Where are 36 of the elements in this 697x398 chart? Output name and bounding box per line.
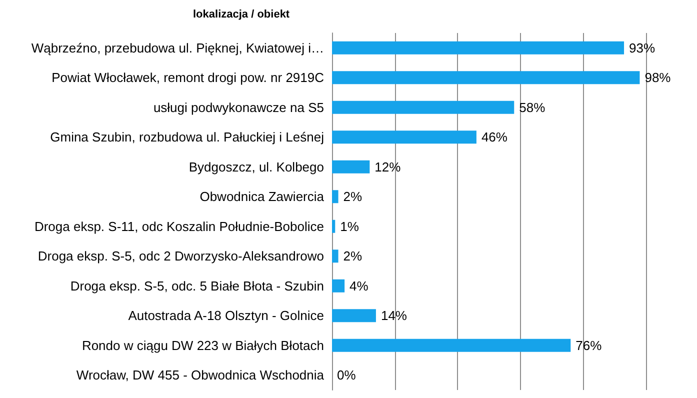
data-label: 93% [629,40,656,56]
bar [332,71,640,84]
data-label: 76% [576,338,602,353]
bar [332,100,514,114]
data-label: 0% [337,368,356,383]
bar [332,41,624,54]
data-label: 14% [380,308,408,324]
y-tick-label: Obwodnica Zawiercia [200,189,325,204]
y-tick-label: Bydgoszcz, ul. Kolbego [188,159,324,174]
data-label: 1% [340,218,360,234]
y-tick-label: Gmina Szubin, rozbudowa ul. Pałuckiej i Leśnej [50,130,324,145]
data-label: 4% [350,278,369,294]
bar [332,338,571,352]
y-tick-label: Droga eksp. S-5, odc 2 Dworzysko-Aleksandrowo [38,248,324,264]
y-tick-label: Wrocław, DW 455 - Obwodnica Wschodnia [76,368,325,383]
y-tick-label: Powiat Włocławek, remont drogi pow. nr 2919C [52,70,324,86]
data-label: 98% [644,70,672,86]
bar [332,279,345,292]
bar [332,160,370,174]
data-label: 46% [481,130,508,145]
bar [332,190,338,204]
y-tick-label: Wąbrzeźno, przebudowa ul. Pięknej, Kwiatowej i… [31,40,324,56]
y-tick-label: Autostrada A-18 Olsztyn - Golnice [128,308,324,324]
data-label: 2% [343,189,363,204]
bar [332,309,376,322]
data-label: 12% [374,159,402,174]
y-tick-label: Droga eksp. S-11, odc Koszalin Południe-Bobolice [34,218,324,234]
y-tick-label: usługi podwykonawcze na S5 [153,100,324,115]
bar [332,250,338,263]
bar [332,130,476,144]
bar [332,220,336,233]
text: lokalizacja / obiekt [193,8,290,20]
data-label: 58% [519,100,546,115]
y-tick-label: Droga eksp. S-5, odc. 5 Białe Błota - Szubin [70,278,324,294]
y-tick-label: Rondo w ciągu DW 223 w Białych Błotach [82,338,324,353]
data-label: 2% [343,248,363,264]
